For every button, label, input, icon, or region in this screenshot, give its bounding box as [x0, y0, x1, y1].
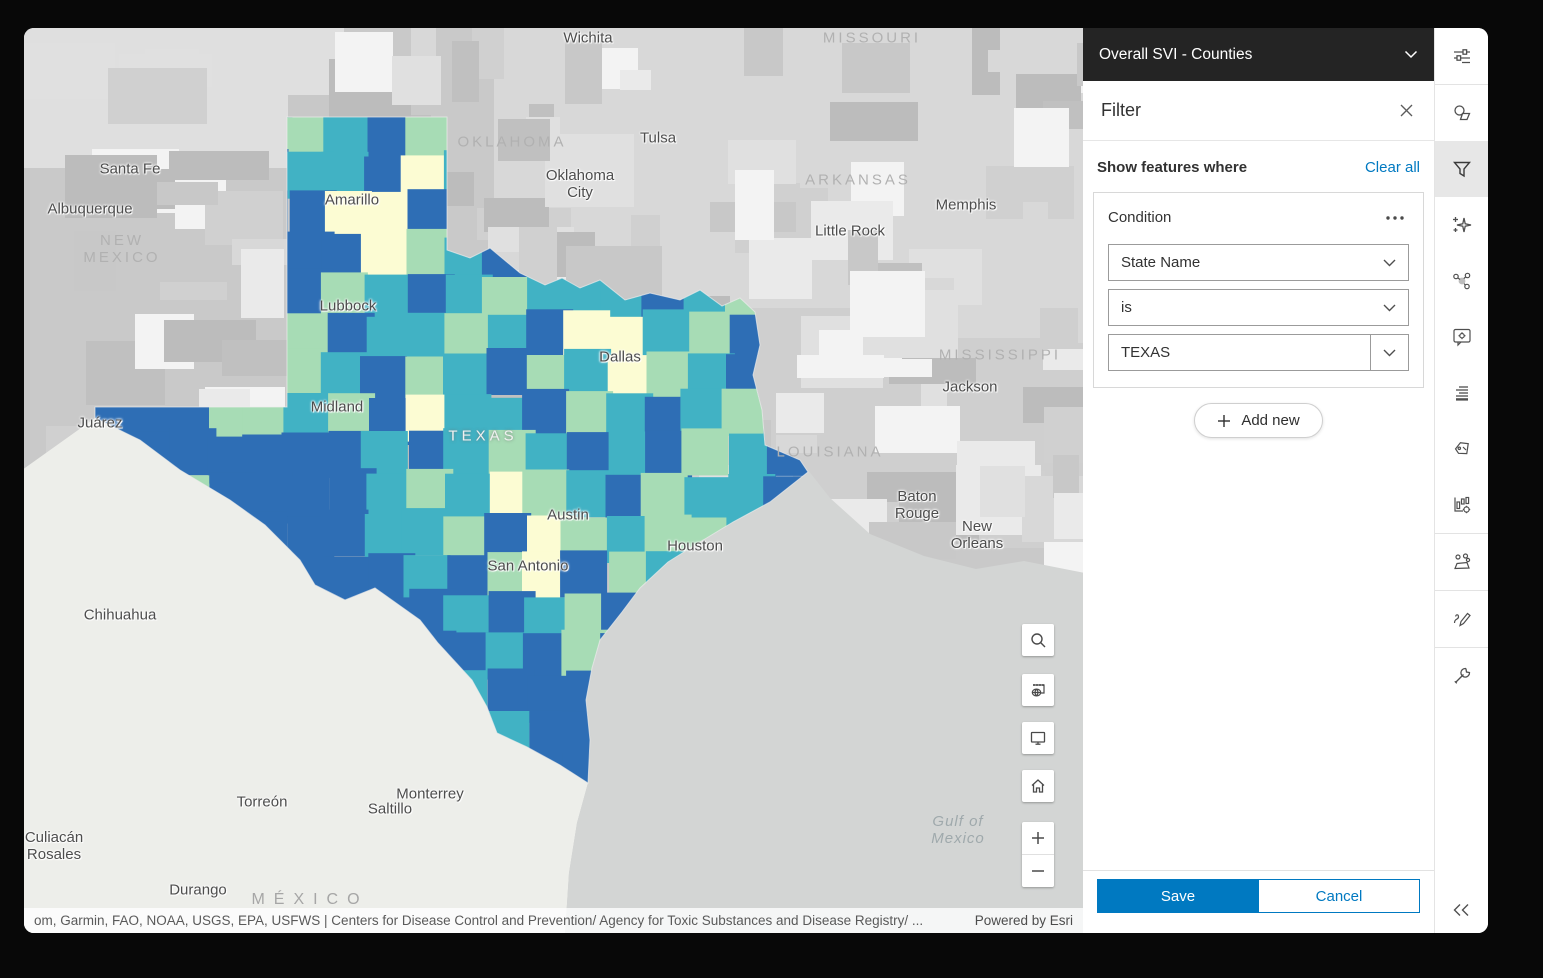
filter-section-header: Show features where Clear all [1083, 141, 1434, 190]
field-select-value: State Name [1121, 254, 1201, 271]
styles-icon[interactable] [1435, 85, 1488, 141]
value-combobox-chevron[interactable] [1370, 335, 1408, 370]
powered-by-esri: Powered by Esri [974, 913, 1073, 928]
operator-select[interactable]: is [1108, 289, 1409, 326]
app-window: Wichita Tulsa Oklahoma City Memphis Little R… [24, 28, 1488, 933]
chevron-down-icon [1383, 349, 1396, 356]
labels-icon[interactable] [1435, 421, 1488, 477]
zoom-in-icon[interactable] [1022, 822, 1054, 854]
layer-properties-icon[interactable] [1435, 28, 1488, 84]
operator-select-value: is [1121, 299, 1132, 316]
divider [1435, 590, 1488, 591]
save-button[interactable]: Save [1097, 879, 1259, 913]
ellipsis-menu-icon[interactable] [1381, 211, 1409, 225]
attribution-text: om, Garmin, FAO, NOAA, USGS, EPA, USFWS … [34, 913, 924, 928]
screen-icon[interactable] [1022, 722, 1054, 754]
panel-titlebar: Filter [1083, 81, 1434, 141]
condition-card-header: Condition [1108, 209, 1409, 226]
value-combobox[interactable]: TEXAS [1108, 334, 1409, 371]
chevron-down-icon [1404, 50, 1418, 59]
layer-selector-label: Overall SVI - Counties [1099, 45, 1253, 63]
condition-title: Condition [1108, 209, 1172, 226]
clear-all-link[interactable]: Clear all [1364, 159, 1420, 176]
value-combobox-value: TEXAS [1121, 344, 1171, 361]
divider [1022, 854, 1054, 855]
fields-icon[interactable] [1435, 365, 1488, 421]
filter-icon[interactable] [1435, 141, 1488, 197]
field-select[interactable]: State Name [1108, 244, 1409, 281]
collapse-icon[interactable] [1452, 903, 1472, 917]
show-features-where-label: Show features where [1097, 159, 1248, 176]
chevron-down-icon [1383, 259, 1396, 266]
settings-toolbar [1435, 28, 1488, 933]
plus-icon [1218, 414, 1231, 427]
basemap [24, 28, 1083, 933]
filter-panel: Overall SVI - Counties Filter Show featu… [1083, 28, 1435, 933]
add-new-label: Add new [1241, 412, 1300, 429]
tools-icon[interactable] [1435, 648, 1488, 704]
panel-footer: Save Cancel [1083, 870, 1434, 933]
zoom-out-icon[interactable] [1022, 855, 1054, 887]
charts-icon[interactable] [1435, 477, 1488, 533]
condition-card: Condition State Name is TEXAS [1093, 192, 1424, 388]
cancel-button[interactable]: Cancel [1259, 879, 1420, 913]
add-new-wrap: Add new [1083, 403, 1434, 438]
sketch-icon[interactable] [1435, 534, 1488, 590]
popups-icon[interactable] [1435, 309, 1488, 365]
panel-title: Filter [1101, 100, 1141, 120]
search-icon[interactable] [1022, 624, 1054, 656]
home-icon[interactable] [1022, 770, 1054, 802]
layer-selector[interactable]: Overall SVI - Counties [1083, 28, 1434, 81]
map-canvas[interactable]: Wichita Tulsa Oklahoma City Memphis Little R… [24, 28, 1083, 933]
chevron-down-icon [1383, 304, 1396, 311]
edit-icon[interactable] [1435, 591, 1488, 647]
add-new-button[interactable]: Add new [1194, 403, 1323, 438]
map-controls [1022, 624, 1054, 887]
divider [1435, 533, 1488, 534]
aggregation-icon[interactable] [1435, 253, 1488, 309]
divider [1435, 84, 1488, 85]
divider [1435, 647, 1488, 648]
effects-icon[interactable] [1435, 197, 1488, 253]
attribution-bar: om, Garmin, FAO, NOAA, USGS, EPA, USFWS … [24, 908, 1083, 933]
close-icon[interactable] [1395, 99, 1418, 122]
basemap-icon[interactable] [1022, 674, 1054, 706]
